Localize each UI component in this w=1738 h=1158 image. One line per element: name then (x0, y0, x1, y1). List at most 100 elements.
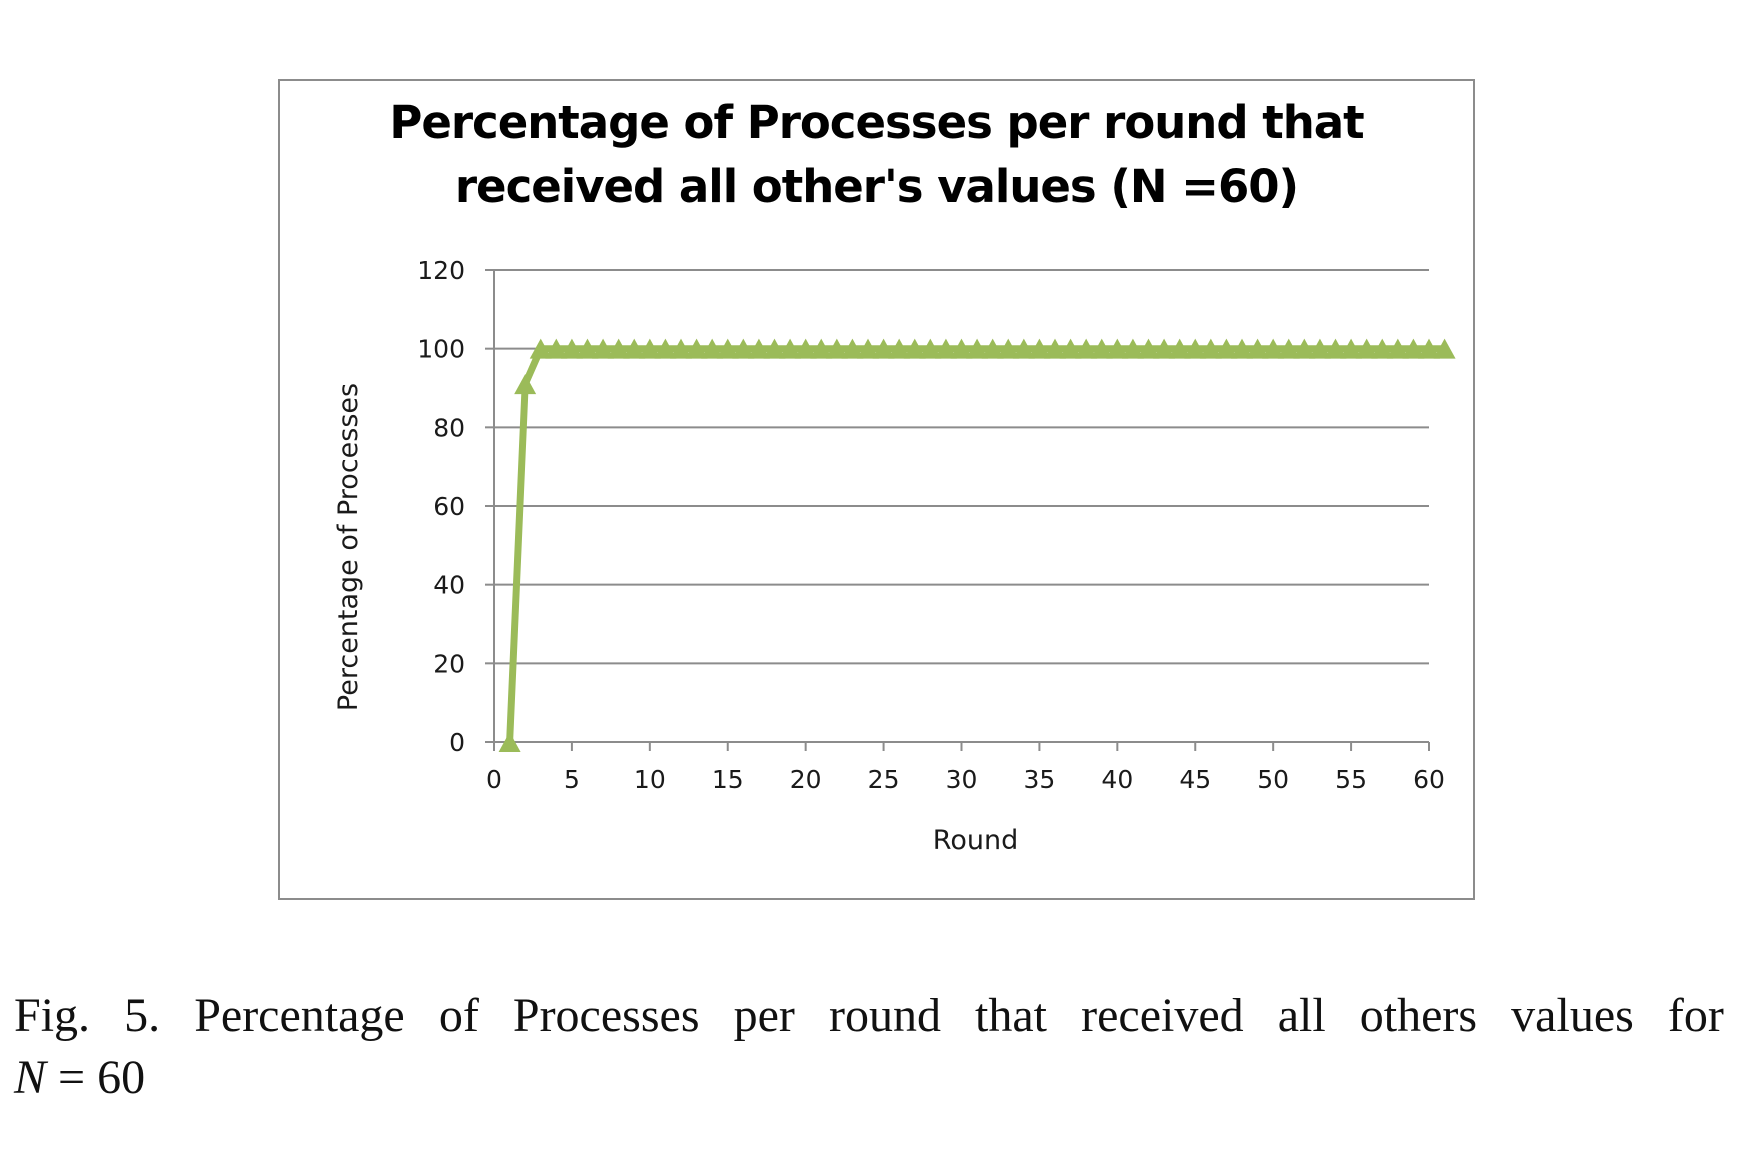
x-tick-label: 25 (868, 765, 900, 794)
data-point-triangle (1246, 338, 1269, 359)
data-point-triangle (1184, 338, 1207, 359)
x-tick-label: 35 (1024, 765, 1056, 794)
caption-word: for (1667, 989, 1724, 1042)
data-point-triangle (1106, 338, 1129, 359)
data-point-triangle (1324, 338, 1347, 359)
caption-word: values (1511, 989, 1634, 1042)
caption-word: received (1081, 989, 1244, 1042)
data-point-triangle (1075, 338, 1098, 359)
caption-word: others (1359, 989, 1478, 1042)
y-tick-label: 40 (433, 571, 465, 600)
data-point-triangle (1402, 338, 1425, 359)
data-point-triangle (872, 338, 895, 359)
caption-word: Percentage (194, 989, 405, 1042)
data-point-triangle (1012, 338, 1035, 359)
data-point-triangle (825, 338, 848, 359)
data-point-triangle (1340, 338, 1363, 359)
y-tick-label: 80 (433, 413, 465, 442)
data-point-triangle (560, 338, 583, 359)
data-point-triangle (1044, 338, 1066, 359)
caption-word: all (1277, 989, 1326, 1042)
data-point-triangle (1433, 338, 1456, 359)
x-tick-label: 60 (1413, 765, 1445, 794)
x-tick-label: 5 (564, 765, 580, 794)
data-point-triangle (966, 338, 989, 359)
data-point-triangle (794, 338, 817, 359)
data-point-triangle (607, 338, 630, 359)
data-point-triangle (732, 338, 755, 359)
data-point-triangle (1168, 338, 1191, 359)
data-point-triangle (545, 338, 568, 359)
caption-line-2: N = 60 (14, 1047, 1724, 1109)
x-tick-label: 40 (1101, 765, 1133, 794)
x-tick-label: 15 (712, 765, 744, 794)
data-point-triangle (529, 338, 552, 359)
data-point-triangle (514, 374, 537, 395)
x-tick-label: 10 (634, 765, 666, 794)
data-point-triangle (1137, 338, 1160, 359)
data-point-triangle (716, 338, 739, 359)
data-point-triangle (654, 338, 677, 359)
data-point-triangle (1386, 338, 1409, 359)
data-point-triangle (779, 338, 802, 359)
data-point-triangle (888, 338, 911, 359)
data-point-triangle (670, 338, 692, 359)
data-point-triangle (1059, 338, 1082, 359)
chart-title-line-1: Percentage of Processes per round that (389, 96, 1364, 149)
data-point-triangle (919, 338, 942, 359)
caption-math-value: 60 (97, 1051, 146, 1104)
data-point-triangle (1215, 338, 1238, 359)
data-point-triangle (1199, 338, 1222, 359)
data-point-triangle (685, 338, 708, 359)
data-point-triangle (1153, 338, 1176, 359)
data-point-triangle (950, 338, 973, 359)
y-axis-title: Percentage of Processes (333, 383, 364, 711)
x-tick-label: 45 (1179, 765, 1211, 794)
x-tick-label: 50 (1257, 765, 1289, 794)
data-point-triangle (841, 338, 864, 359)
data-point-triangle (1355, 338, 1378, 359)
caption-line-1: Fig. 5. Percentage of Processes per round that r… (14, 985, 1724, 1047)
data-point-triangle (1293, 338, 1316, 359)
data-point-triangle (810, 338, 833, 359)
data-point-triangle (623, 338, 646, 359)
data-point-triangle (997, 338, 1020, 359)
data-point-triangle (934, 338, 957, 359)
chart-title-line-2: received all other's values (N =60) (454, 160, 1299, 213)
data-point-triangle (857, 338, 879, 359)
data-point-triangle (1231, 338, 1253, 359)
caption-word: of (438, 989, 479, 1042)
data-point-triangle (747, 338, 770, 359)
y-tick-label: 60 (433, 492, 465, 521)
caption-word: round (828, 989, 941, 1042)
data-point-triangle (1262, 338, 1285, 359)
data-point-triangle (981, 338, 1004, 359)
caption-word: per (733, 989, 795, 1042)
data-point-triangle (1277, 338, 1300, 359)
data-point-triangle (1308, 338, 1331, 359)
data-point-triangle (1371, 338, 1394, 359)
data-point-triangle (498, 732, 521, 752)
caption-math-variable: N (14, 1051, 47, 1104)
y-tick-label: 20 (433, 649, 465, 678)
caption-word: Processes (512, 989, 700, 1042)
x-tick-label: 30 (946, 765, 978, 794)
data-point-triangle (763, 338, 786, 359)
y-tick-label: 0 (449, 728, 465, 757)
data-point-triangle (903, 338, 926, 359)
x-tick-label: 55 (1335, 765, 1367, 794)
data-point-triangle (1121, 338, 1144, 359)
series-line (506, 345, 1445, 743)
x-tick-label: 20 (790, 765, 822, 794)
caption-word: 5. (124, 989, 161, 1042)
chart-frame: Percentage of Processes per round that r… (278, 79, 1475, 900)
data-point-triangle (576, 338, 599, 359)
data-point-triangle (638, 338, 661, 359)
y-tick-label: 100 (417, 335, 465, 364)
data-point-triangle (701, 338, 724, 359)
data-point-triangle (1028, 338, 1051, 359)
data-point-triangle (1418, 338, 1440, 359)
x-tick-label: 0 (486, 765, 502, 794)
data-point-triangle (592, 338, 615, 359)
caption-math-equals: = (58, 1051, 86, 1104)
